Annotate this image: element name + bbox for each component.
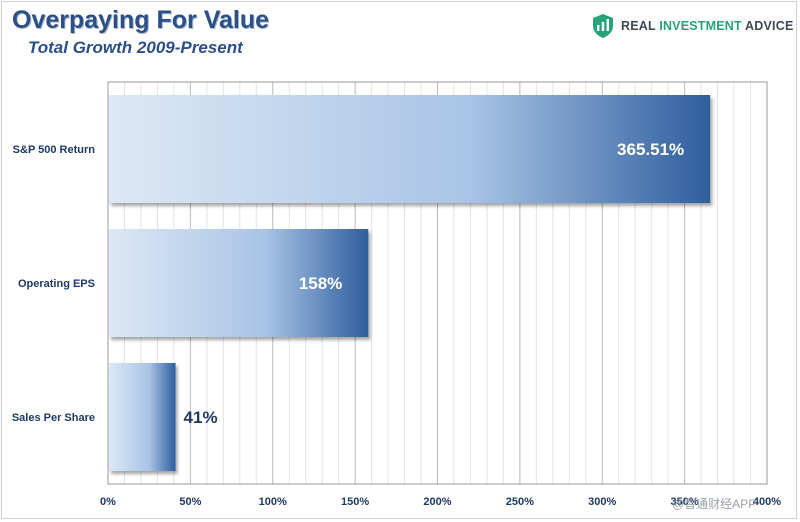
value-label: 158% xyxy=(299,274,342,293)
bar xyxy=(109,363,176,471)
brand-name: REAL INVESTMENT ADVICE xyxy=(621,19,793,33)
brand-name-part1: REAL xyxy=(621,19,660,33)
chart-title: Overpaying For Value xyxy=(12,6,270,34)
x-tick-label: 0% xyxy=(100,496,116,508)
x-tick-label: 300% xyxy=(588,496,616,508)
brand-name-part2: INVESTMENT xyxy=(659,19,742,33)
x-tick-label: 200% xyxy=(423,496,451,508)
x-tick-label: 150% xyxy=(341,496,369,508)
x-tick-label: 350% xyxy=(671,496,699,508)
category-label: Operating EPS xyxy=(18,278,95,290)
value-label: 365.51% xyxy=(617,140,684,159)
x-tick-label: 100% xyxy=(259,496,287,508)
x-tick-label: 50% xyxy=(179,496,201,508)
bar xyxy=(109,95,711,203)
category-label: Sales Per Share xyxy=(12,412,95,424)
shield-chart-icon xyxy=(593,14,613,38)
brand-logo: REAL INVESTMENT ADVICE xyxy=(592,12,793,40)
chart-subtitle: Total Growth 2009-Present xyxy=(28,38,243,57)
bar xyxy=(109,229,369,337)
value-label: 41% xyxy=(184,408,218,427)
watermark-text: @智通财经APP xyxy=(672,497,757,511)
category-label: S&P 500 Return xyxy=(13,144,96,156)
plot-border xyxy=(107,81,768,485)
brand-name-part3: ADVICE xyxy=(741,19,794,33)
x-tick-label: 400% xyxy=(753,496,781,508)
x-tick-label: 250% xyxy=(506,496,534,508)
